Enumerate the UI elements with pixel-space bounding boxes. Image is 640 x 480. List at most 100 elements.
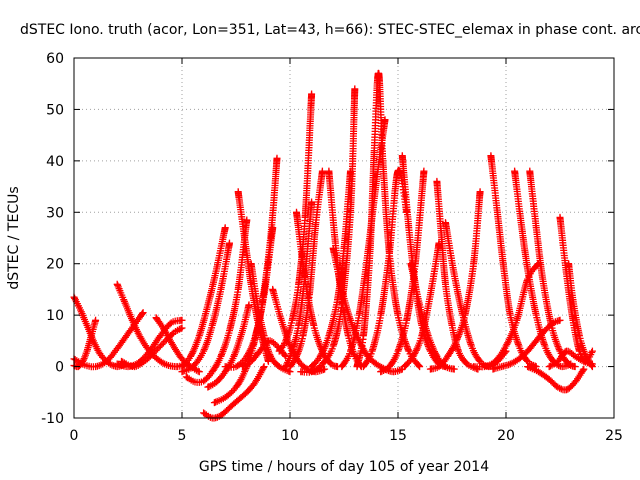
x-tick-label: 25 xyxy=(605,428,623,444)
data-point xyxy=(226,239,233,247)
data-point xyxy=(158,341,166,348)
y-tick-label: 20 xyxy=(46,257,64,273)
data-arc xyxy=(286,167,326,371)
data-point xyxy=(415,362,423,370)
data-point xyxy=(588,360,596,368)
x-axis-label: GPS time / hours of day 105 of year 2014 xyxy=(199,459,489,475)
data-point xyxy=(178,324,186,332)
data-point xyxy=(588,347,596,355)
data-point xyxy=(588,349,596,356)
data-point xyxy=(525,363,533,371)
data-point xyxy=(319,348,327,356)
data-arc xyxy=(353,69,424,371)
x-tick-label: 5 xyxy=(178,428,187,444)
data-arc xyxy=(407,260,458,373)
data-point xyxy=(316,341,324,349)
data-point xyxy=(245,349,252,357)
x-tick-label: 0 xyxy=(70,428,79,444)
data-point xyxy=(293,351,301,359)
data-point xyxy=(200,346,208,353)
x-tick-label: 20 xyxy=(497,428,515,444)
data-point xyxy=(245,348,253,356)
data-point xyxy=(187,351,195,359)
data-arc xyxy=(433,177,482,373)
data-point xyxy=(228,388,235,396)
data-point xyxy=(318,167,326,175)
data-point xyxy=(243,216,251,224)
data-point xyxy=(321,365,329,373)
data-point xyxy=(221,224,229,232)
data-point xyxy=(420,167,428,175)
data-point xyxy=(273,154,281,162)
data-point xyxy=(200,347,208,355)
data-point xyxy=(241,368,249,376)
data-point xyxy=(454,334,462,342)
data-point xyxy=(450,365,458,373)
data-point xyxy=(555,346,563,354)
data-arc xyxy=(247,260,294,376)
data-point xyxy=(546,362,554,370)
axis-ticks: 0 5 10 15 20 25 -10 0 10 20 30 40 50 60 xyxy=(41,51,623,444)
data-arc xyxy=(70,316,100,371)
data-point xyxy=(432,351,440,359)
data-point xyxy=(92,316,100,324)
data-arc xyxy=(556,213,596,365)
y-tick-label: 50 xyxy=(46,102,64,118)
data-point xyxy=(411,349,419,357)
chart-title: dSTEC Iono. truth (acor, Lon=351, Lat=43… xyxy=(20,22,640,38)
data-point xyxy=(156,342,164,350)
data-point xyxy=(281,351,289,359)
data-point xyxy=(431,349,439,357)
data-point xyxy=(318,349,326,357)
data-point xyxy=(226,390,234,398)
data-arc xyxy=(178,224,229,371)
data-point xyxy=(201,410,209,418)
data-point xyxy=(298,335,306,343)
data-point xyxy=(315,363,323,371)
data-point xyxy=(431,348,438,356)
data-point xyxy=(308,90,316,98)
data-point xyxy=(269,224,277,232)
data-point xyxy=(571,363,579,371)
y-tick-label: 30 xyxy=(46,205,64,221)
data-arc xyxy=(200,363,268,422)
data-arc xyxy=(470,260,542,371)
data-arc xyxy=(70,309,147,371)
data-point xyxy=(579,366,587,374)
y-tick-label: 0 xyxy=(55,360,64,376)
data-point xyxy=(212,398,220,406)
data-point xyxy=(218,351,225,359)
data-arc xyxy=(545,347,596,371)
data-point xyxy=(260,363,268,371)
y-tick-label: 40 xyxy=(46,154,64,170)
data-point xyxy=(178,316,186,324)
data-point xyxy=(99,353,107,361)
data-point xyxy=(412,348,419,356)
data-series xyxy=(70,69,596,422)
x-tick-label: 15 xyxy=(389,428,407,444)
data-point xyxy=(159,339,167,347)
data-point xyxy=(246,346,254,354)
y-axis-label: dSTEC / TECUs xyxy=(6,186,22,289)
data-point xyxy=(317,351,325,359)
plot-frame xyxy=(73,57,615,419)
y-tick-label: 10 xyxy=(46,308,64,324)
data-point xyxy=(556,316,564,324)
data-point xyxy=(416,363,424,371)
y-tick-label: -10 xyxy=(41,411,64,427)
data-point xyxy=(347,167,354,175)
y-tick-label: 60 xyxy=(46,51,64,67)
data-arc xyxy=(524,363,588,394)
data-point xyxy=(554,343,562,350)
data-point xyxy=(412,346,420,354)
data-point xyxy=(188,349,196,357)
data-point xyxy=(452,337,460,345)
data-point xyxy=(351,85,359,93)
data-arc xyxy=(182,216,251,386)
data-point xyxy=(195,368,203,376)
data-point xyxy=(139,309,147,317)
data-point xyxy=(581,349,589,357)
data-point xyxy=(187,352,195,360)
data-arc xyxy=(178,239,233,376)
